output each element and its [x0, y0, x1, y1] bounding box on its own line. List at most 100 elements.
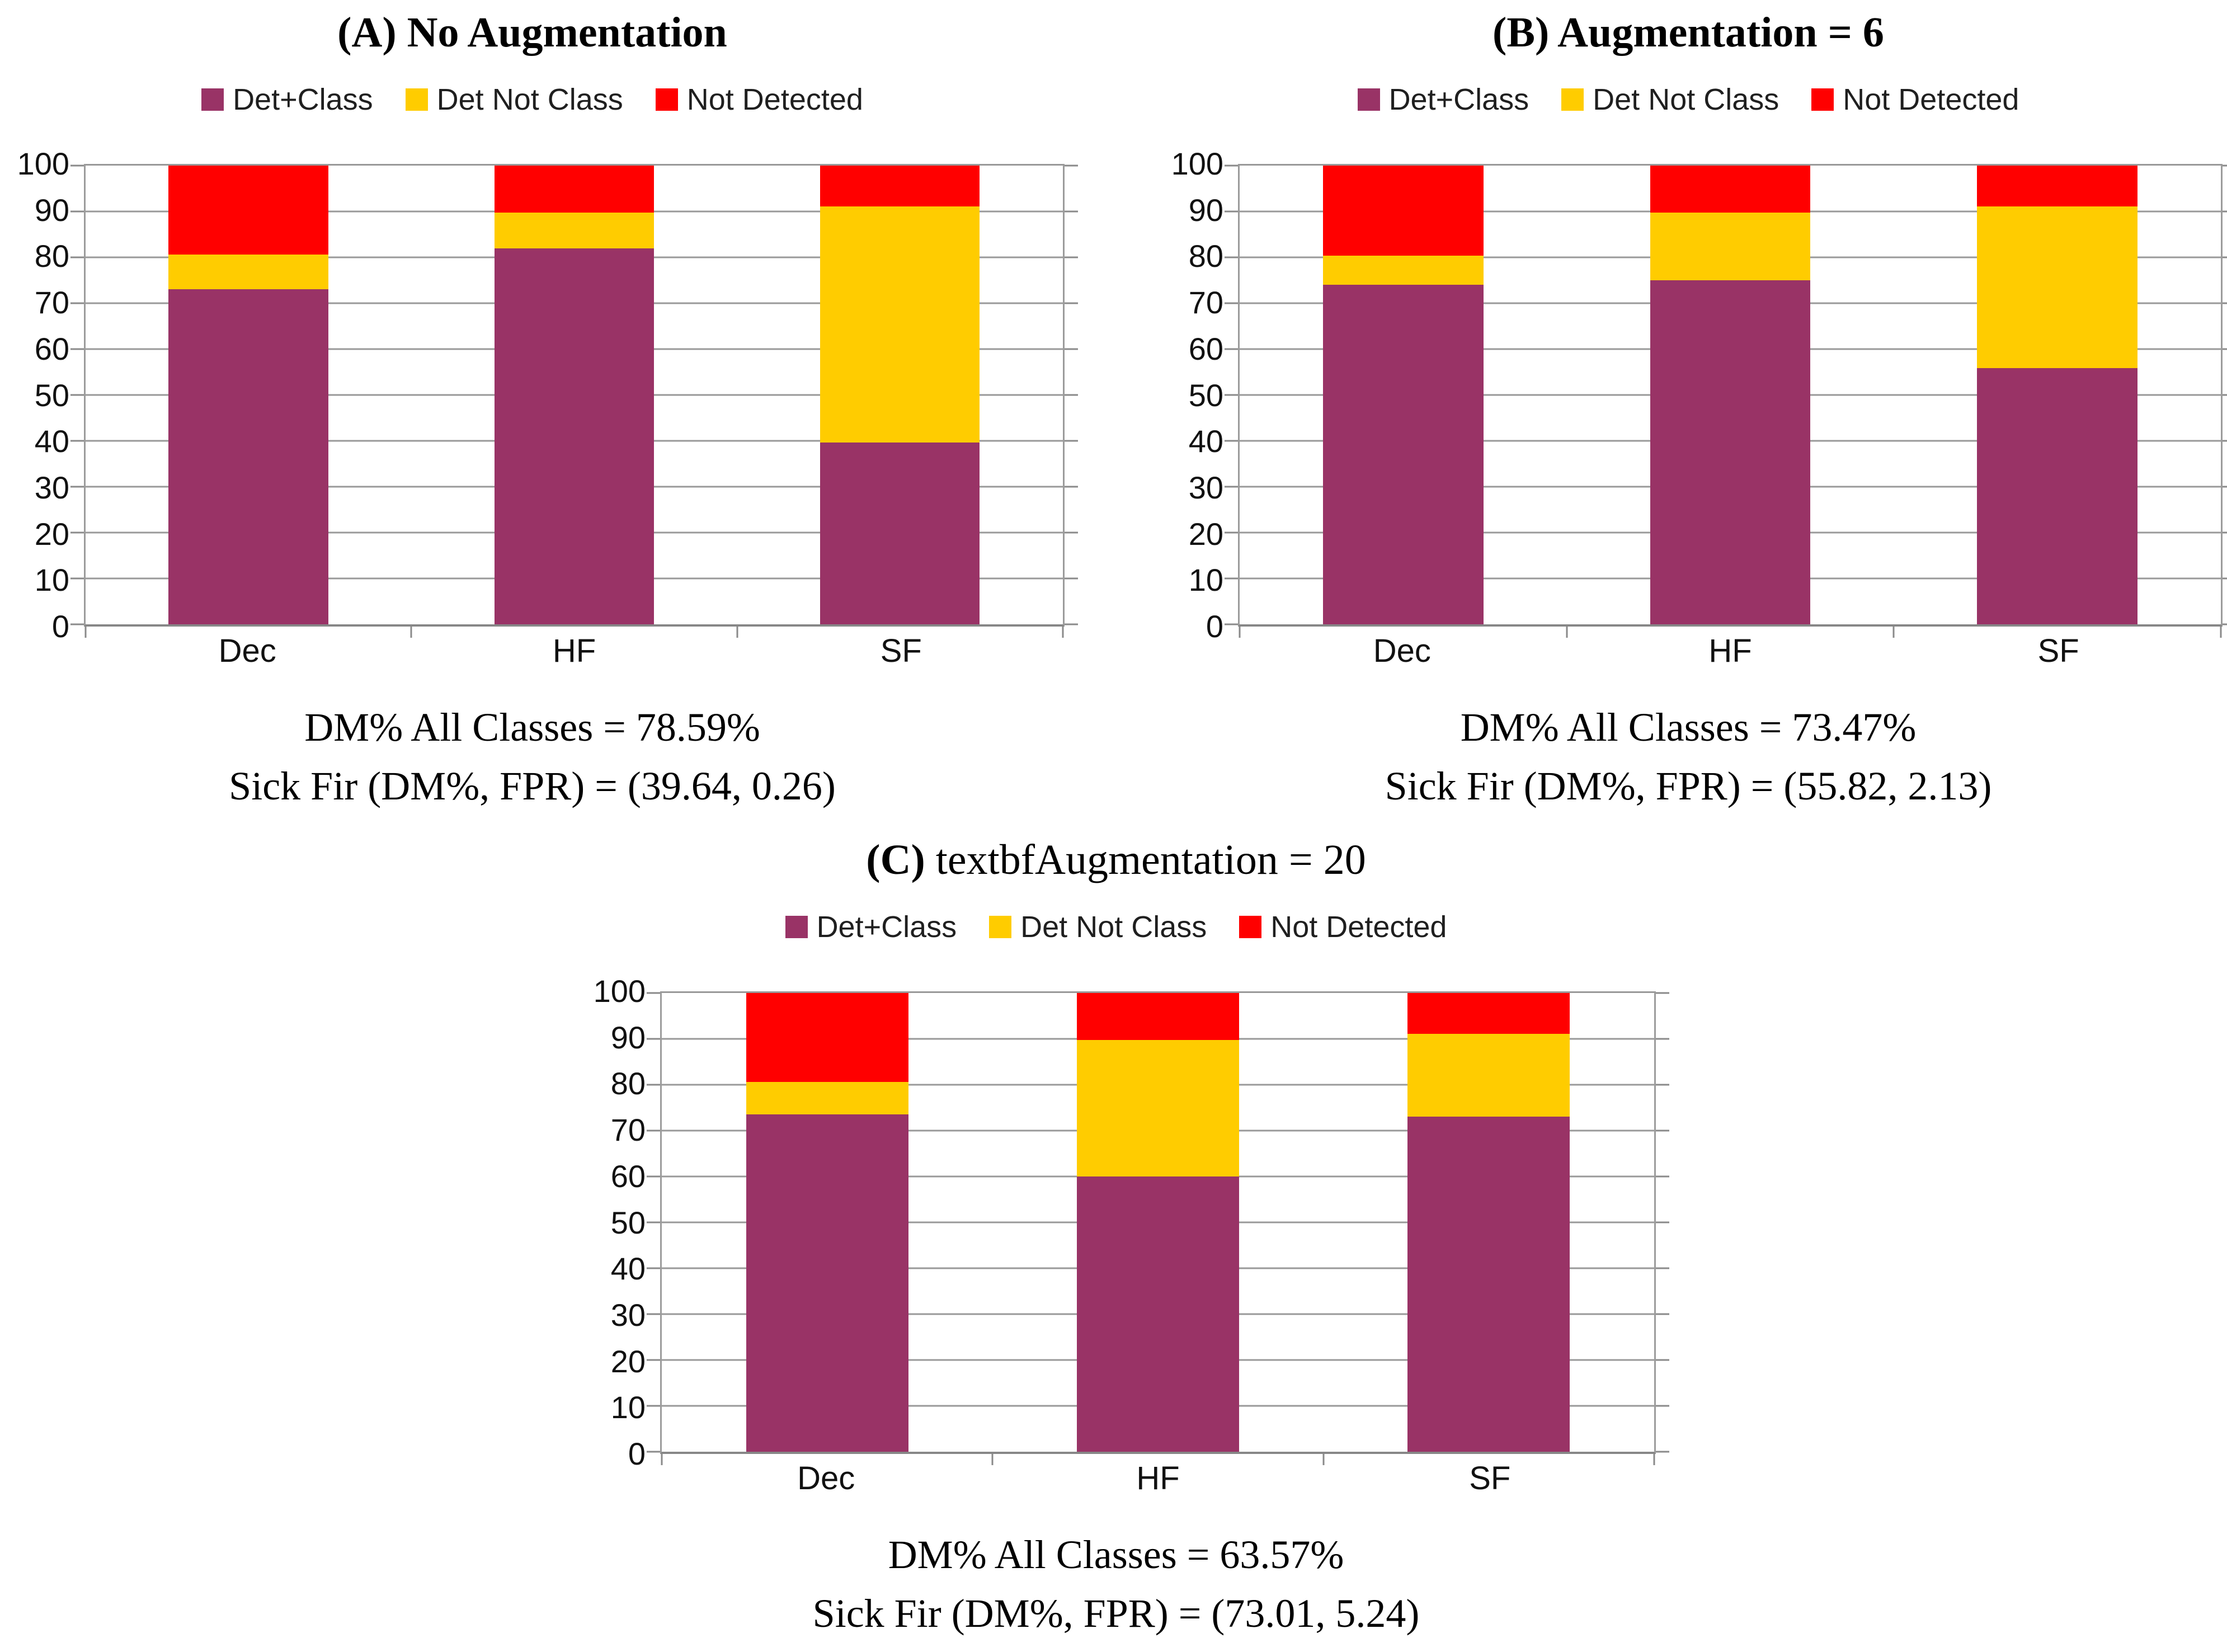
y-axis-tick-label: 50	[1188, 377, 1223, 413]
y-axis: 0 10 20 30 40 50 60 70 80 90 100	[0, 148, 84, 642]
x-axis-tick	[1062, 627, 1064, 638]
y-axis-tick	[1656, 1451, 1669, 1453]
y-axis-tick-label: 80	[1188, 238, 1223, 274]
y-axis-tick	[70, 394, 84, 396]
y-axis-tick-label: 30	[34, 469, 69, 505]
y-axis-tick	[70, 577, 84, 580]
y-axis-tick	[1065, 302, 1078, 304]
plot-row: 0 10 20 30 40 50 60 70 80 90 100	[0, 148, 1078, 642]
y-axis-tick	[1656, 1221, 1669, 1223]
bar-segment-det-not-class	[1407, 1034, 1570, 1117]
y-axis-tick-label: 40	[34, 423, 69, 459]
y-axis-tick-label: 90	[34, 192, 69, 228]
caption-line-2: Sick Fir (DM%, FPR) = (39.64, 0.26)	[229, 764, 836, 808]
y-axis-tick	[1656, 1129, 1669, 1132]
legend-item-not-detected: Not Detected	[1811, 82, 2019, 117]
x-axis-gutter	[576, 1460, 660, 1503]
y-axis-tick	[70, 623, 84, 625]
legend: Det+Class Det Not Class Not Detected	[1357, 77, 2019, 122]
y-axis-tick	[647, 1175, 660, 1178]
legend-item-det-not-class: Det Not Class	[1561, 82, 1779, 117]
legend-item-det-not-class: Det Not Class	[989, 910, 1207, 944]
y-axis-tick	[1225, 577, 1238, 580]
legend-label: Det+Class	[233, 83, 373, 116]
y-axis-tick-label: 10	[34, 562, 69, 598]
bar-segment-det-class	[746, 1114, 908, 1452]
x-axis: Dec HF SF	[576, 1460, 1656, 1503]
y-axis-tick-label: 50	[610, 1204, 646, 1240]
bar-segment-not-detected	[1650, 166, 1811, 213]
legend-item-not-detected: Not Detected	[1239, 910, 1447, 944]
x-axis-tick	[410, 627, 412, 638]
y-axis-tick	[2223, 256, 2227, 258]
bar-segment-det-class	[1323, 285, 1484, 624]
bar-segment-det-not-class	[168, 255, 328, 290]
bar-segment-det-not-class	[1323, 255, 1484, 285]
bar-segment-not-detected	[1323, 166, 1484, 256]
legend-item-det-class: Det+Class	[1357, 82, 1529, 117]
y-axis-tick	[70, 256, 84, 258]
y-axis-tick	[70, 531, 84, 534]
caption-line-2: Sick Fir (DM%, FPR) = (73.01, 5.24)	[812, 1591, 1420, 1636]
y-axis-tick	[2223, 531, 2227, 534]
legend-label: Det+Class	[1388, 83, 1529, 116]
bar-segment-det-class	[820, 442, 980, 624]
x-axis-label-sf: SF	[2037, 633, 2079, 669]
y-axis-tick-label: 100	[17, 146, 69, 181]
bar-segment-det-class	[1407, 1117, 1570, 1452]
caption: DM% All Classes = 63.57% Sick Fir (DM%, …	[813, 1526, 1420, 1643]
chart-title-bold: (C)	[866, 836, 925, 883]
y-axis-tick	[1065, 394, 1078, 396]
y-axis-tick	[647, 1129, 660, 1132]
chart-title: (C) textbfAugmentation = 20	[866, 832, 1366, 888]
y-axis-tick-label: 60	[34, 331, 69, 366]
legend-swatch-icon	[1357, 88, 1380, 111]
legend-swatch-icon	[655, 88, 678, 111]
plot-area	[1225, 164, 2227, 638]
y-axis-tick	[2223, 164, 2227, 167]
y-axis-tick-label: 0	[51, 609, 69, 644]
y-axis-tick	[70, 164, 84, 167]
x-axis-label-hf: HF	[1708, 633, 1752, 669]
y-axis-tick	[1225, 256, 1238, 258]
y-axis-tick-label: 90	[610, 1019, 646, 1055]
x-axis-label-sf: SF	[880, 633, 922, 669]
bar-sf	[1407, 993, 1570, 1452]
bar-hf	[1077, 993, 1239, 1452]
bar-segment-det-class	[1650, 280, 1811, 624]
y-axis: 0 10 20 30 40 50 60 70 80 90 100	[576, 976, 660, 1470]
y-axis-tick	[1065, 440, 1078, 442]
caption-line-1: DM% All Classes = 63.57%	[888, 1532, 1344, 1577]
y-axis-tick	[1656, 1267, 1669, 1269]
legend-swatch-icon	[201, 88, 224, 111]
y-axis-tick-label: 90	[1188, 192, 1223, 228]
bar-sf	[820, 166, 980, 624]
y-axis-tick	[647, 1451, 660, 1453]
x-axis-tick	[661, 1454, 663, 1465]
y-axis-tick-label: 80	[610, 1066, 646, 1102]
y-axis-tick-label: 50	[34, 377, 69, 413]
y-axis-tick	[2223, 394, 2227, 396]
y-axis-tick	[1225, 623, 1238, 625]
x-axis-labels: Dec HF SF	[84, 632, 1065, 676]
y-axis-tick	[1065, 210, 1078, 213]
legend-label: Not Detected	[1843, 83, 2019, 116]
y-axis-tick-label: 30	[1188, 469, 1223, 505]
x-axis-tick	[84, 627, 87, 638]
y-axis-tick-label: 100	[593, 973, 646, 1009]
y-axis-tick	[1656, 1313, 1669, 1315]
x-axis-label-dec: Dec	[218, 633, 276, 669]
caption: DM% All Classes = 73.47% Sick Fir (DM%, …	[1385, 698, 1992, 816]
y-axis-tick-label: 40	[610, 1251, 646, 1287]
y-axis-tick	[1656, 1038, 1669, 1040]
bar-segment-not-detected	[746, 993, 908, 1082]
plot-area	[70, 164, 1078, 638]
legend-swatch-icon	[1239, 916, 1262, 938]
legend: Det+Class Det Not Class Not Detected	[201, 77, 863, 122]
chart-title: (A) No Augmentation	[337, 4, 727, 60]
legend-item-det-class: Det+Class	[785, 910, 957, 944]
y-axis-tick-label: 70	[1188, 285, 1223, 321]
legend-item-det-class: Det+Class	[201, 82, 373, 117]
bar-segment-not-detected	[1977, 166, 2137, 206]
y-axis-tick-label: 60	[1188, 331, 1223, 366]
